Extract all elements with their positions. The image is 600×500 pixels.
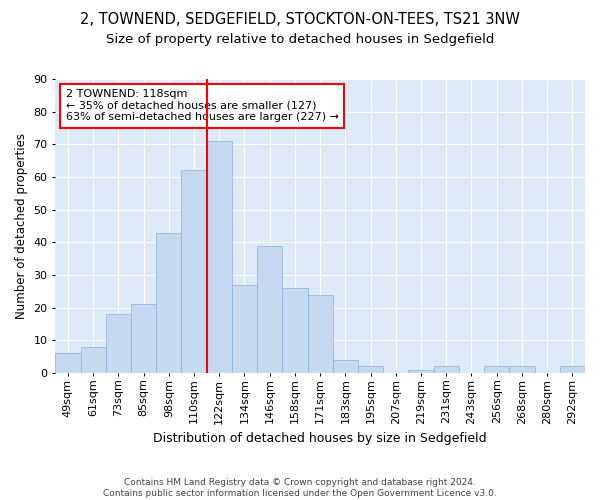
Text: 2 TOWNEND: 118sqm
← 35% of detached houses are smaller (127)
63% of semi-detache: 2 TOWNEND: 118sqm ← 35% of detached hous… — [66, 90, 339, 122]
Bar — [257, 246, 283, 373]
Y-axis label: Number of detached properties: Number of detached properties — [15, 133, 28, 319]
Bar — [156, 232, 181, 373]
Bar — [206, 141, 232, 373]
Bar — [106, 314, 131, 373]
Bar — [358, 366, 383, 373]
Bar — [333, 360, 358, 373]
Bar — [308, 294, 333, 373]
Bar — [131, 304, 156, 373]
Text: 2, TOWNEND, SEDGEFIELD, STOCKTON-ON-TEES, TS21 3NW: 2, TOWNEND, SEDGEFIELD, STOCKTON-ON-TEES… — [80, 12, 520, 28]
X-axis label: Distribution of detached houses by size in Sedgefield: Distribution of detached houses by size … — [154, 432, 487, 445]
Bar — [434, 366, 459, 373]
Text: Contains HM Land Registry data © Crown copyright and database right 2024.
Contai: Contains HM Land Registry data © Crown c… — [103, 478, 497, 498]
Bar — [232, 285, 257, 373]
Bar — [80, 347, 106, 373]
Bar — [181, 170, 206, 373]
Bar — [509, 366, 535, 373]
Bar — [409, 370, 434, 373]
Bar — [484, 366, 509, 373]
Bar — [283, 288, 308, 373]
Bar — [55, 354, 80, 373]
Bar — [560, 366, 585, 373]
Text: Size of property relative to detached houses in Sedgefield: Size of property relative to detached ho… — [106, 32, 494, 46]
